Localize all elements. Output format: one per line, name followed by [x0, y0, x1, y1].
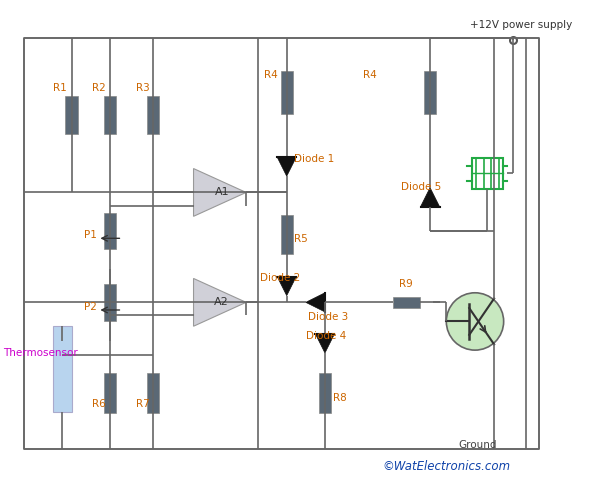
Text: Diode 3: Diode 3: [307, 312, 348, 321]
Bar: [104, 96, 116, 134]
Polygon shape: [277, 157, 296, 176]
Bar: [147, 96, 159, 134]
Text: R9: R9: [399, 279, 413, 289]
Circle shape: [446, 293, 504, 350]
Text: R4: R4: [363, 70, 377, 80]
Text: A2: A2: [214, 297, 229, 307]
Text: R3: R3: [135, 83, 150, 93]
Bar: [393, 297, 419, 308]
Bar: [280, 71, 293, 114]
Bar: [65, 96, 78, 134]
Bar: [319, 373, 331, 413]
Text: Diode 4: Diode 4: [306, 331, 346, 341]
Text: R1: R1: [52, 83, 67, 93]
Bar: [280, 216, 293, 254]
Bar: [472, 158, 502, 189]
Polygon shape: [306, 293, 325, 312]
Polygon shape: [315, 334, 335, 353]
Polygon shape: [194, 169, 246, 216]
Bar: [147, 373, 159, 413]
Bar: [52, 326, 72, 412]
Text: Diode 1: Diode 1: [294, 154, 335, 164]
Polygon shape: [421, 188, 439, 207]
Bar: [104, 284, 116, 320]
Polygon shape: [194, 278, 246, 326]
Text: P1: P1: [84, 230, 97, 240]
Text: Diode 2: Diode 2: [260, 273, 300, 283]
Text: Ground: Ground: [459, 441, 497, 450]
Bar: [24, 38, 539, 448]
Text: R2: R2: [92, 83, 105, 93]
Text: +12V power supply: +12V power supply: [470, 20, 573, 30]
Bar: [424, 71, 436, 114]
Text: R4: R4: [264, 70, 277, 80]
Bar: [104, 373, 116, 413]
Polygon shape: [277, 276, 296, 295]
Text: R7: R7: [135, 398, 150, 409]
Text: ©WatElectronics.com: ©WatElectronics.com: [382, 460, 511, 472]
Bar: [104, 213, 116, 249]
Text: Thermosensor: Thermosensor: [3, 348, 78, 358]
Text: R6: R6: [92, 398, 105, 409]
Text: P2: P2: [84, 302, 97, 312]
Text: Diode 5: Diode 5: [401, 182, 442, 192]
Text: R8: R8: [333, 393, 346, 403]
Text: R5: R5: [294, 234, 308, 244]
Text: A1: A1: [214, 188, 229, 197]
